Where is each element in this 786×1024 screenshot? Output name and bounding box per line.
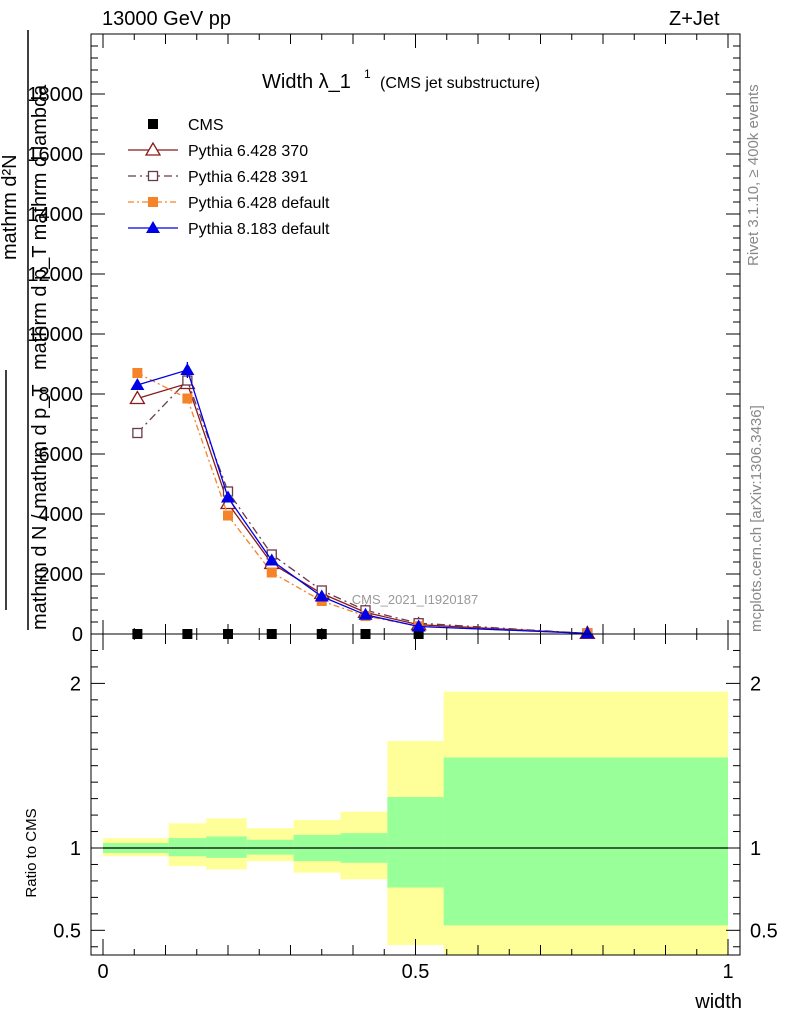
legend-marker	[147, 170, 159, 182]
ratio-band-inner	[168, 838, 207, 857]
legend-marker	[148, 197, 158, 207]
y-axis-label-numerator: mathrm d²N mathrm d p_T mathrm d lambda	[0, 30, 51, 630]
data-point	[358, 607, 373, 620]
y-tick-label: 16000	[27, 144, 83, 166]
ratio-y-tick-label: 2	[70, 673, 81, 695]
ratio-y-axis-label: Ratio to CMS	[23, 808, 40, 897]
y-tick-label: 2000	[39, 564, 84, 586]
data-point	[180, 363, 195, 375]
data-point	[411, 619, 426, 632]
series-line	[137, 372, 588, 635]
ratio-y-tick-label-right: 2	[750, 673, 761, 695]
energy-label: 13000 GeV pp	[102, 8, 231, 30]
data-point	[132, 368, 143, 378]
legend-label: Pythia 6.428 391	[188, 169, 308, 186]
analysis-label: CMS_2021_I1920187	[352, 592, 479, 607]
legend-label: CMS	[188, 117, 224, 134]
legend: CMS Pythia 6.428 370 Pythia 6.428 391 Pythi…	[128, 117, 330, 238]
y-tick-label: 6000	[39, 444, 84, 466]
ratio-band-inner	[387, 796, 444, 888]
legend-entry: Pythia 6.428 default	[128, 195, 330, 212]
ratio-y-tick-label-right: 1	[750, 838, 761, 860]
data-point	[223, 510, 233, 521]
y-label-numerator: mathrm d²N	[0, 154, 21, 260]
data-point	[129, 390, 146, 405]
x-tick-label: 0.5	[402, 961, 430, 983]
legend-label: Pythia 6.428 370	[188, 143, 308, 160]
ratio-y-tick-label-right: 0.5	[750, 920, 778, 942]
ratio-band-inner	[246, 839, 294, 855]
series-line	[137, 369, 588, 635]
x-axis-label: width	[694, 991, 742, 1013]
y-label-top: 1	[0, 484, 5, 495]
data-point	[314, 589, 329, 602]
series-line	[136, 379, 588, 635]
data-point	[580, 626, 595, 639]
data-point	[132, 427, 143, 439]
chart-subtitle: (CMS jet substructure)	[380, 75, 540, 92]
x-tick-label: 0	[97, 961, 108, 983]
main-panel: 0 2000 4000 6000 8000 10000 12000 14000 16000 180…	[0, 30, 741, 646]
data-point	[130, 378, 145, 390]
data-point	[264, 553, 279, 566]
y-label-denominator: mathrm d p_T mathrm d lambda	[29, 84, 51, 370]
process-label: Z+Jet	[669, 8, 720, 30]
ratio-band-inner	[206, 836, 247, 858]
legend-entry: Pythia 6.428 370	[128, 141, 308, 160]
legend-entry: CMS	[148, 117, 224, 134]
ratio-y-tick-label: 0.5	[53, 920, 81, 942]
y-axis-label: 1 mathrm d N / mathrm d p_T	[0, 370, 51, 630]
data-point	[266, 567, 277, 578]
ratio-panel: 0.5 0.5 1 1 2 2 0 0.5 1 width Ratio to CMS	[23, 633, 778, 1013]
legend-marker	[148, 119, 158, 129]
data-point	[221, 490, 235, 503]
legend-marker	[146, 221, 160, 233]
y-tick-label: 0	[72, 624, 83, 646]
legend-entry: Pythia 8.183 default	[128, 221, 330, 238]
legend-label: Pythia 8.183 default	[188, 221, 330, 238]
y-label-bottom: mathrm d N / mathrm d p_T	[29, 384, 51, 630]
data-point	[182, 393, 193, 404]
legend-marker	[144, 141, 162, 156]
ratio-y-tick-label: 1	[70, 838, 81, 860]
y-tick-label: 12000	[27, 264, 83, 286]
y-tick-label: 4000	[39, 504, 84, 526]
chart-title-superscript: 1	[364, 67, 371, 81]
y-tick-label: 10000	[27, 324, 83, 346]
chart-title: Width λ_1	[262, 71, 351, 93]
legend-label: Pythia 6.428 default	[188, 195, 330, 212]
y-tick-label: 18000	[27, 84, 83, 106]
series-pythia-8-183-default	[130, 362, 595, 639]
ratio-band-inner	[443, 757, 728, 926]
legend-entry: Pythia 6.428 391	[128, 169, 308, 186]
y-tick-label: 14000	[27, 204, 83, 226]
x-tick-label: 1	[722, 961, 733, 983]
y-tick-label: 8000	[39, 384, 84, 406]
